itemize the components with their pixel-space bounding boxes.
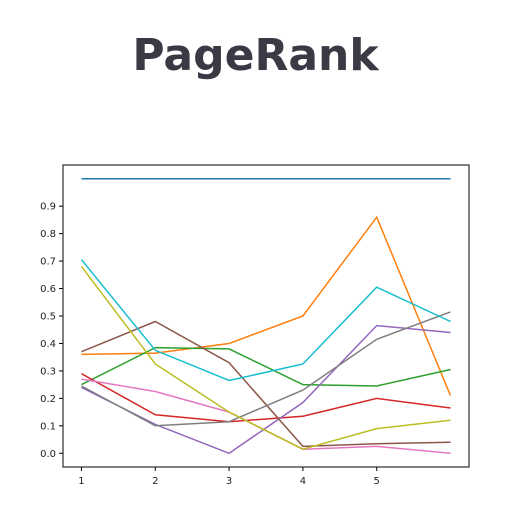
y-axis: 0.0 0.1 0.2 0.3 0.4 0.5 0.6 0.7 0.8 0.9	[40, 202, 63, 460]
x-axis: 1 2 3 4 5	[78, 467, 380, 487]
plot-frame	[62, 164, 470, 468]
y-tick-label: 0.4	[40, 339, 56, 350]
series-line-10	[80, 259, 451, 382]
x-tick-label: 1	[78, 476, 84, 487]
x-tick-label: 4	[300, 476, 306, 487]
y-tick-label: 0.1	[40, 421, 56, 432]
y-tick-label: 0.5	[40, 312, 56, 323]
series-line-9	[80, 266, 451, 451]
series-line-4	[81, 373, 451, 423]
series-line-3	[81, 346, 451, 387]
series-line-8	[81, 311, 451, 427]
y-tick-label: 0.8	[40, 229, 56, 240]
x-tick-label: 5	[374, 476, 380, 487]
series-line-6	[81, 320, 451, 448]
y-tick-label: 0.9	[40, 202, 56, 213]
y-tick-label: 0.6	[40, 284, 56, 295]
x-tick-label: 2	[152, 476, 158, 487]
x-tick-label: 3	[226, 476, 232, 487]
y-tick-label: 0.2	[40, 394, 56, 405]
series-layer	[80, 177, 452, 455]
y-tick-label: 0.0	[40, 449, 56, 460]
y-tick-label: 0.3	[40, 366, 56, 377]
y-tick-label: 0.7	[40, 257, 56, 268]
series-line-2	[81, 215, 452, 396]
page-title: PageRank	[132, 30, 379, 81]
series-line-5	[81, 324, 451, 455]
